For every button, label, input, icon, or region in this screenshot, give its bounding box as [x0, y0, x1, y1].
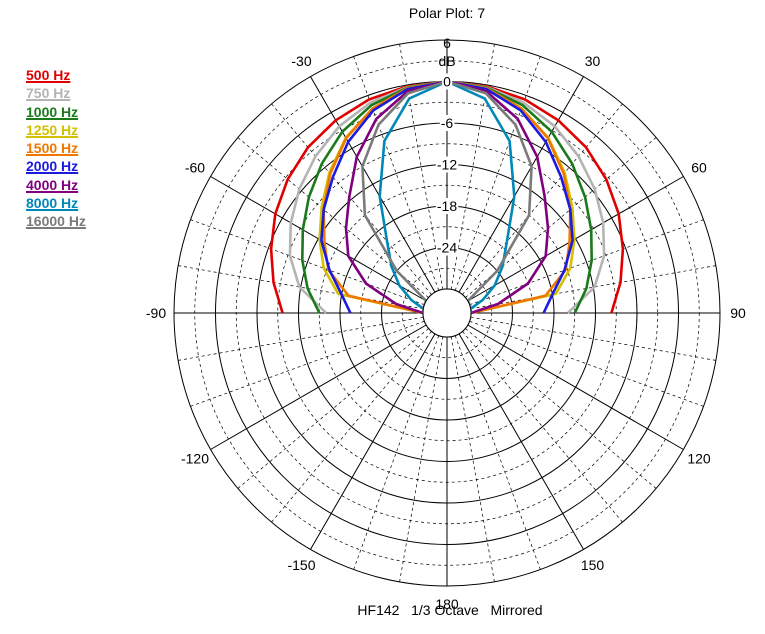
legend-item: 1000 Hz — [26, 103, 79, 120]
legend-item: 2000 Hz — [26, 158, 79, 175]
label-layer: Polar Plot: 7 dB HF142 1/3 Octave Mirror… — [146, 5, 746, 618]
legend-item: 16000 Hz — [26, 213, 86, 230]
grid-radial-major — [310, 76, 436, 293]
legend-item: 1250 Hz — [26, 121, 79, 138]
grid-radial-major — [467, 324, 684, 450]
legend-item: 8000 Hz — [26, 195, 79, 212]
angle-label: 150 — [581, 557, 605, 573]
angle-label: 90 — [730, 305, 746, 321]
legend-item: 4000 Hz — [26, 176, 79, 193]
legend: 500 Hz 750 Hz 1000 Hz 1250 Hz 1500 Hz 2000 Hz… — [26, 66, 86, 231]
tick-label-bg — [442, 73, 453, 90]
legend-item: 1500 Hz — [26, 140, 79, 157]
radial-tick-label: -18 — [437, 198, 457, 214]
angle-label: 30 — [585, 53, 601, 69]
radial-tick-label: -6 — [441, 115, 454, 131]
legend-item: 750 Hz — [26, 85, 71, 102]
grid-radial-major — [458, 333, 584, 550]
tick-label-bg — [435, 156, 459, 173]
angle-label: -30 — [291, 53, 311, 69]
angle-label: -120 — [181, 451, 209, 467]
angle-label: 180 — [435, 596, 459, 612]
chart-footer: HF142 1/3 Octave Mirrored — [357, 602, 542, 618]
inner-disk — [422, 288, 472, 338]
angle-label: -150 — [287, 557, 315, 573]
tick-label-bg — [435, 239, 459, 256]
angle-label: 120 — [687, 451, 711, 467]
grid-radial-major — [210, 324, 427, 450]
radial-tick-label: -24 — [437, 240, 457, 256]
radial-tick-label: 0 — [443, 74, 451, 90]
radial-unit-label: dB — [438, 53, 455, 69]
chart-title: Polar Plot: 7 — [409, 5, 485, 21]
angle-label: -60 — [185, 160, 205, 176]
angle-label: 60 — [691, 160, 707, 176]
tick-label-bg — [439, 115, 455, 131]
radial-tick-label: -12 — [437, 157, 457, 173]
grid-radial-major — [458, 76, 584, 293]
grid-radial-major — [310, 333, 436, 550]
radial-tick-label: 6 — [443, 35, 451, 51]
legend-item: 500 Hz — [26, 67, 71, 83]
angle-label: -90 — [146, 305, 166, 321]
tick-label-bg — [435, 198, 459, 214]
